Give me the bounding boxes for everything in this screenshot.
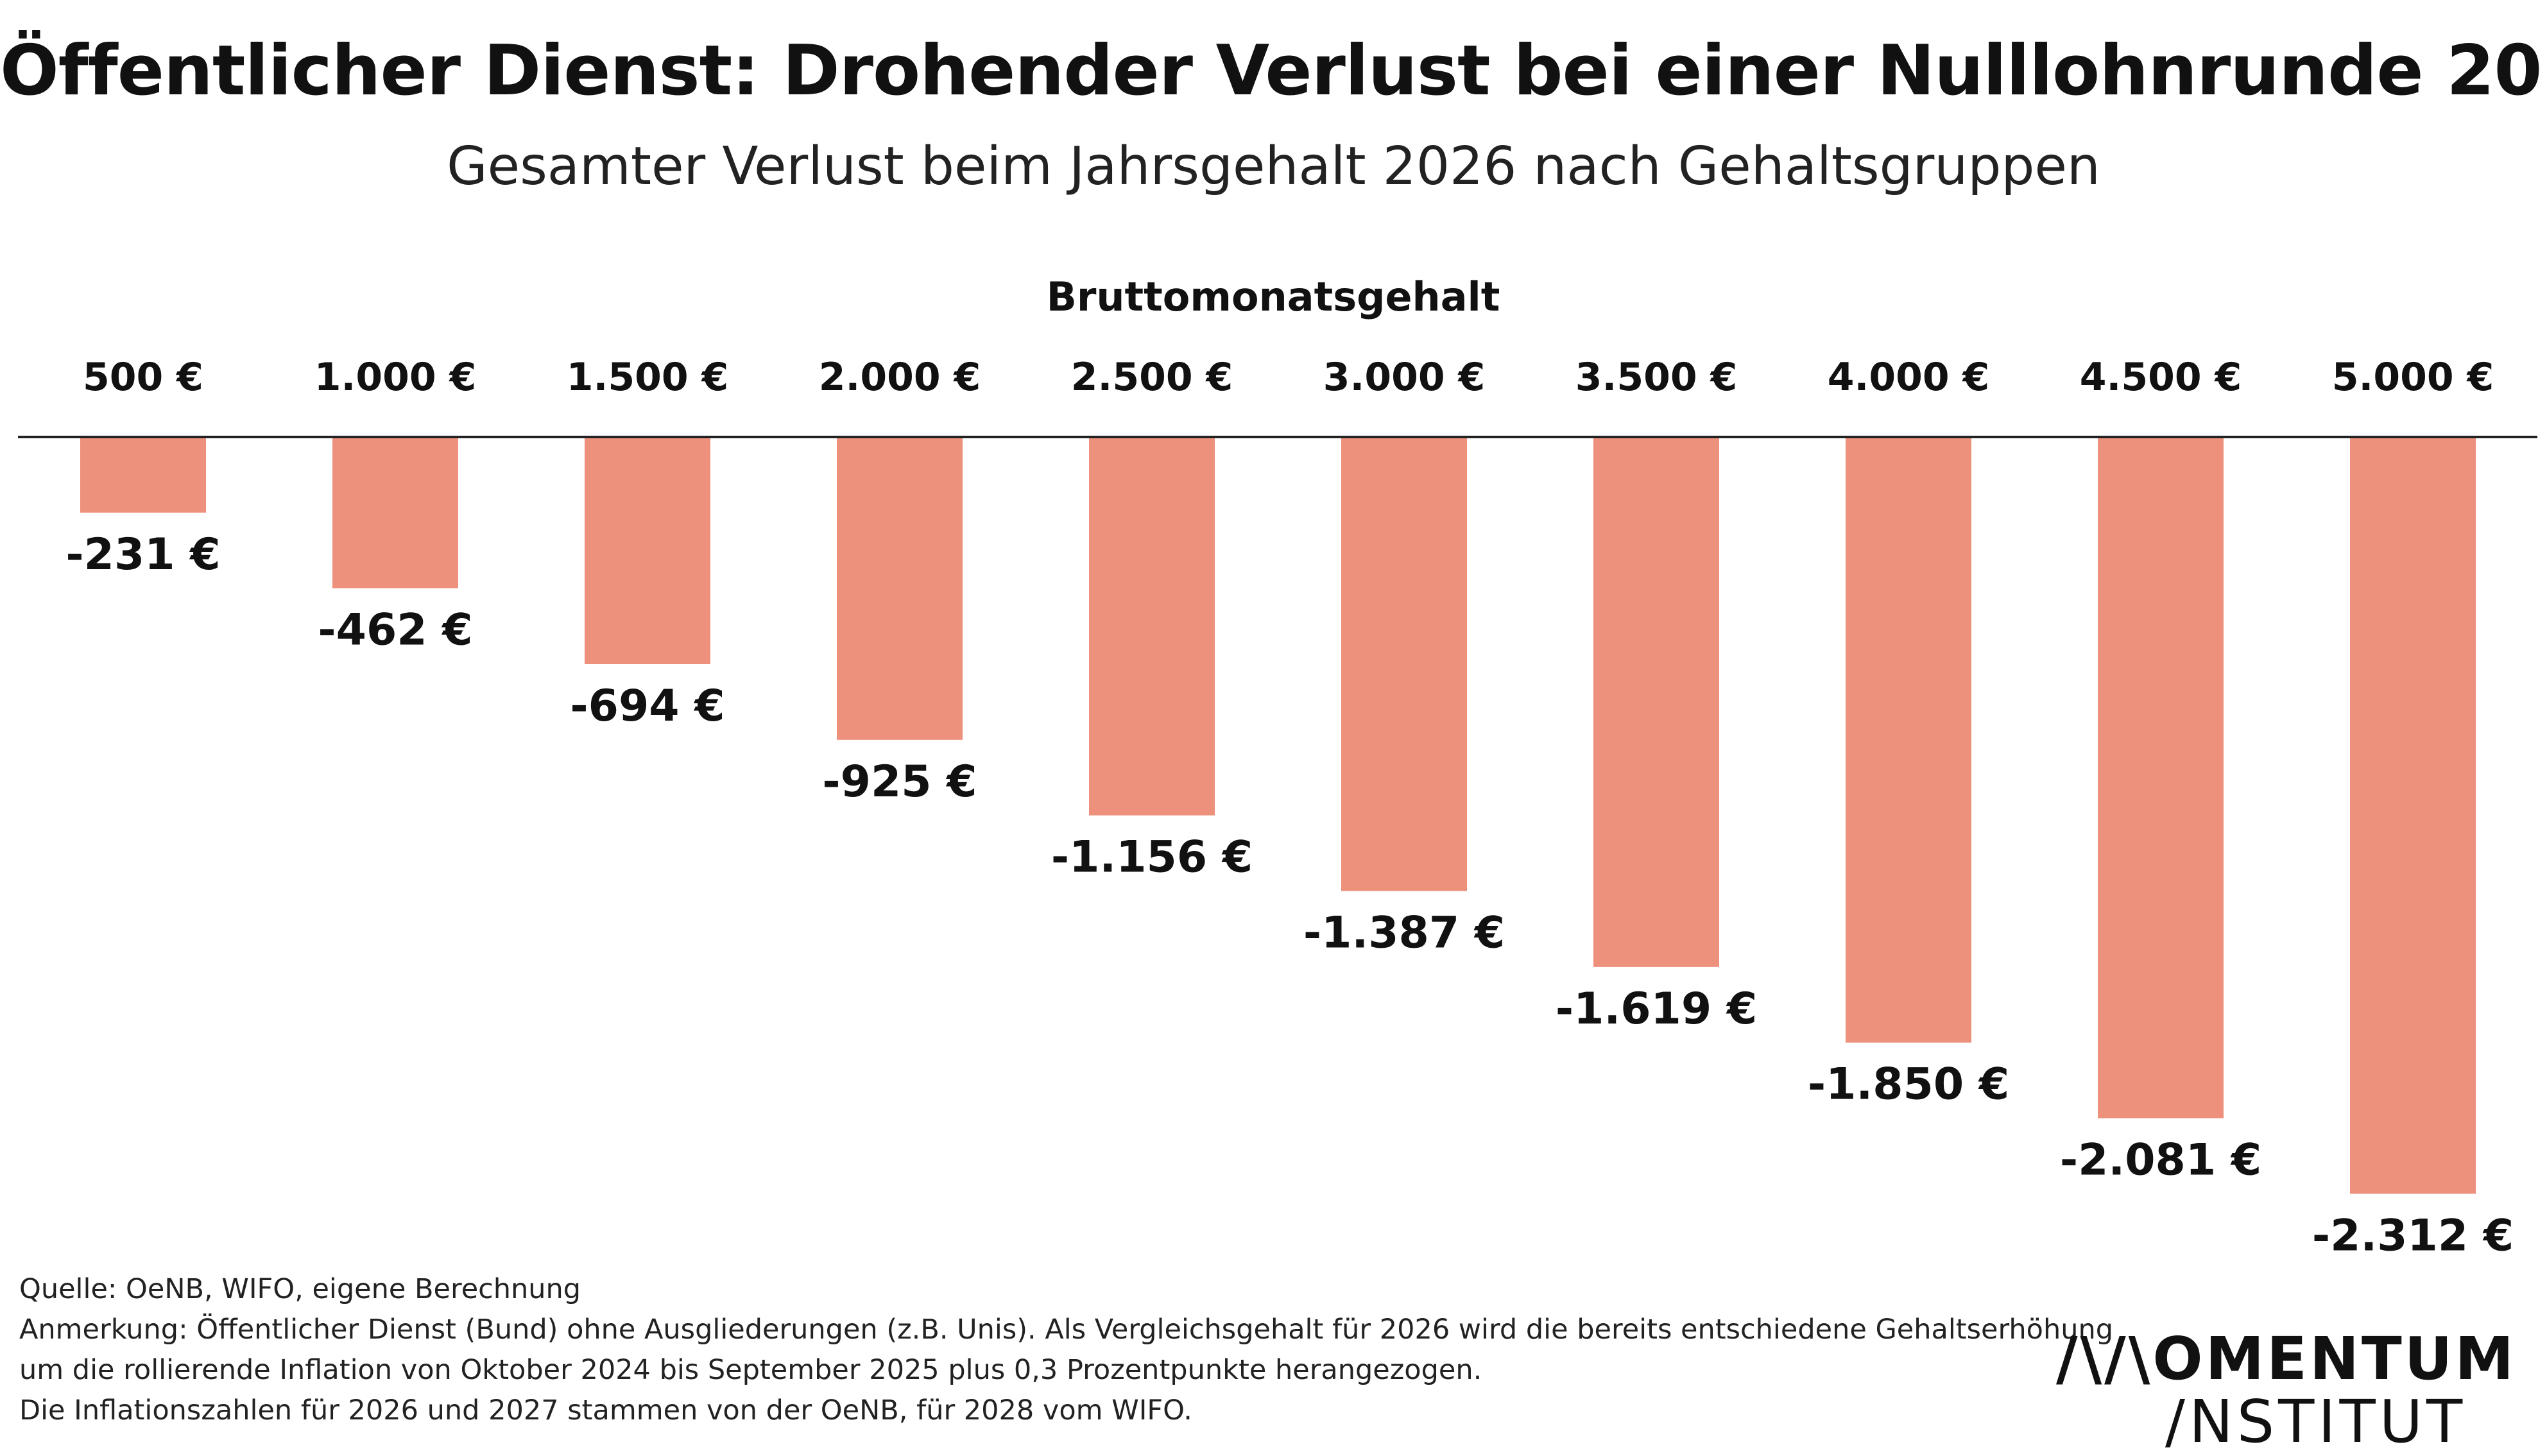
bar — [332, 437, 458, 588]
category-label: 4.500 € — [2080, 355, 2242, 400]
bar — [2098, 437, 2224, 1118]
value-label: -694 € — [570, 681, 725, 732]
bar — [1846, 437, 1971, 1043]
bar — [1593, 437, 1719, 967]
value-label: -1.850 € — [1808, 1059, 2009, 1110]
bar-chart: Bruttomonatsgehalt 500 € 1.000 € 1.500 € 2.… — [18, 273, 2537, 1258]
category-label: 500 € — [83, 355, 203, 400]
bar — [837, 437, 963, 740]
category-label: 3.500 € — [1575, 355, 1737, 400]
category-label: 2.000 € — [819, 355, 981, 400]
chart-subtitle: Gesamter Verlust beim Jahrsgehalt 2026 n… — [447, 136, 2100, 197]
category-label: 1.500 € — [567, 355, 728, 400]
note-line: um die rollierende Inflation von Oktober… — [19, 1354, 1482, 1386]
source-notes: Quelle: OeNB, WIFO, eigene Berechnung An… — [19, 1269, 2113, 1431]
bar — [1089, 437, 1215, 816]
bars — [80, 437, 2476, 1194]
momentum-institut-logo: /\/\OMENTUM /NSTITUT — [2056, 1328, 2516, 1454]
value-label: -1.619 € — [1556, 984, 1757, 1034]
value-label: -1.156 € — [1051, 832, 1253, 883]
value-label: -2.081 € — [2060, 1135, 2261, 1186]
value-label: -231 € — [65, 529, 220, 580]
value-label: -925 € — [822, 757, 977, 807]
category-label: 2.500 € — [1071, 355, 1233, 400]
value-label: -462 € — [318, 605, 472, 656]
category-label: 4.000 € — [1828, 355, 1989, 400]
category-labels: 500 € 1.000 € 1.500 € 2.000 € 2.500 € 3.000 €… — [83, 355, 2494, 400]
logo-line-1: /\/\OMENTUM — [2055, 1324, 2516, 1393]
bar — [80, 437, 206, 513]
note-line: Die Inflationszahlen für 2026 und 2027 s… — [19, 1394, 1192, 1426]
category-label: 5.000 € — [2332, 355, 2494, 400]
category-label: 3.000 € — [1323, 355, 1485, 400]
note-line: Anmerkung: Öffentlicher Dienst (Bund) oh… — [19, 1314, 2114, 1346]
value-label: -2.312 € — [2312, 1210, 2514, 1258]
value-label: -1.387 € — [1303, 908, 1505, 959]
source-line: Quelle: OeNB, WIFO, eigene Berechnung — [19, 1273, 581, 1305]
bar — [585, 437, 710, 665]
logo-line-2: /NSTITUT — [2165, 1387, 2467, 1456]
value-labels: -231 € -462 € -694 € -925 € -1.156 € -1.387 €… — [65, 529, 2514, 1258]
bar — [1341, 437, 1467, 891]
chart-title: Öffentlicher Dienst: Drohender Verlust b… — [0, 31, 2547, 111]
bar — [2350, 437, 2476, 1194]
category-label: 1.000 € — [314, 355, 476, 400]
x-axis-title: Bruttomonatsgehalt — [1047, 273, 1500, 320]
